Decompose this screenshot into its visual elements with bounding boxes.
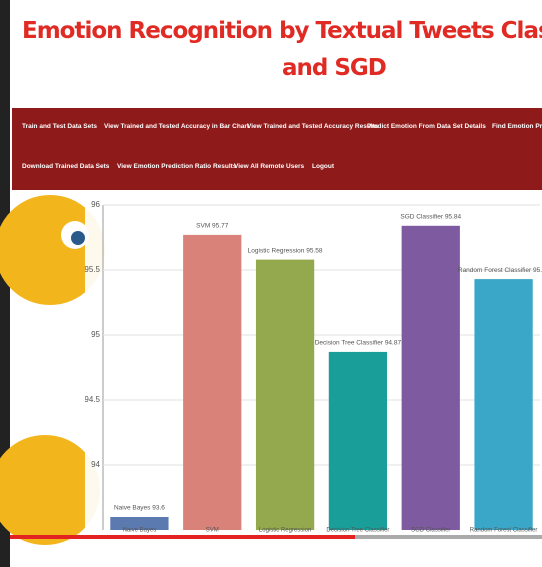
nav-link[interactable]: View Trained and Tested Accuracy in Bar … <box>104 123 249 130</box>
page-title: and SGD <box>282 55 386 81</box>
x-tick-label: Logistic Regression <box>259 528 311 534</box>
x-tick-label: SVM <box>206 528 219 534</box>
y-tick-label: 94.5 <box>85 395 101 404</box>
data-label: Naive Bayes 93.6 <box>114 505 165 512</box>
data-label: Random Forest Classifier 95.43 <box>458 267 542 274</box>
x-tick-label: SGD Classifier <box>411 528 450 534</box>
nav-link[interactable]: Train and Test Data Sets <box>22 123 97 130</box>
nav-link[interactable]: View Trained and Tested Accuracy Results <box>247 123 378 130</box>
chart: 94 94.5 95 95.5 96 Naive Bayes Naive Bayes 93.… <box>85 195 542 535</box>
nav-bar: Train and Test Data Sets View Trained and… <box>12 108 542 190</box>
data-label: SVM 95.77 <box>196 223 229 230</box>
data-label: Decision Tree Classifier 94.87 <box>315 340 402 347</box>
y-tick-label: 96 <box>91 200 100 209</box>
bar <box>256 260 314 530</box>
nav-link[interactable]: Download Trained Data Sets <box>22 163 109 170</box>
x-tick-label: Random Forest Classifier <box>470 528 538 534</box>
data-label: SGD Classifier 95.84 <box>400 214 461 221</box>
y-tick-label: 95 <box>91 330 100 339</box>
nav-link[interactable]: Predict Emotion From Data Set Details <box>367 123 486 130</box>
page: Emotion Recognition by Textual Tweets Cl… <box>0 0 542 567</box>
x-tick-label: Decision Tree Classifier <box>326 528 389 534</box>
nav-link[interactable]: Find Emotion Pre <box>492 123 542 130</box>
y-tick-label: 94 <box>91 460 100 469</box>
page-title: Emotion Recognition by Textual Tweets Cl… <box>22 18 542 44</box>
nav-link[interactable]: View All Remote Users <box>234 163 304 170</box>
y-tick-label: 95.5 <box>85 265 101 274</box>
bar <box>329 352 387 530</box>
bar <box>402 226 460 530</box>
data-label: Logistic Regression 95.58 <box>248 247 323 254</box>
bar <box>183 235 241 530</box>
bar <box>474 279 532 530</box>
x-tick-label: Naive Bayes <box>123 528 157 534</box>
nav-link[interactable]: Logout <box>312 163 334 170</box>
nav-link[interactable]: View Emotion Prediction Ratio Results <box>117 163 236 170</box>
